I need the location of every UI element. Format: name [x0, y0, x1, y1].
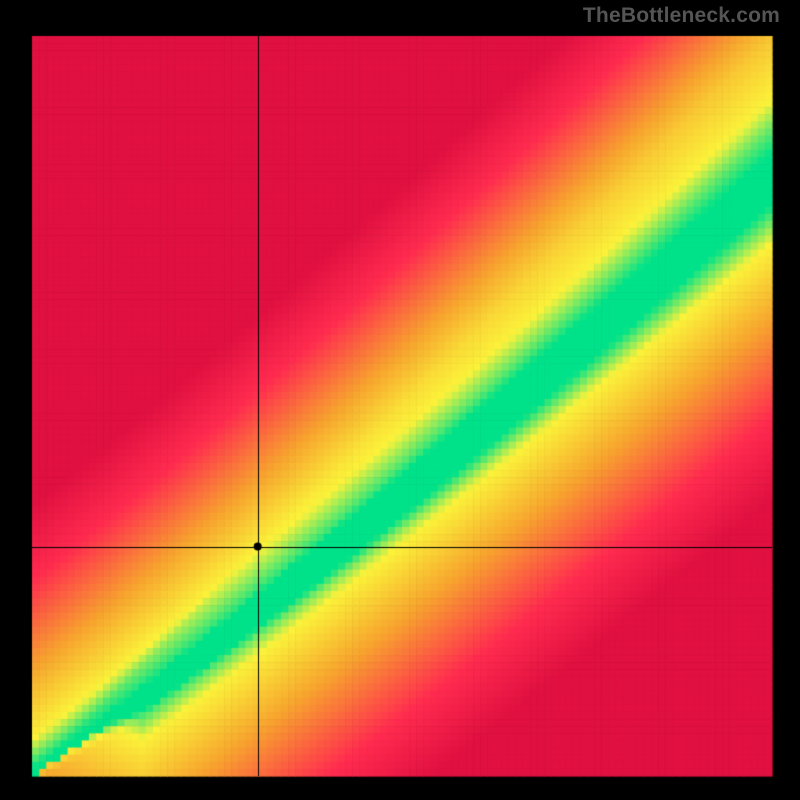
- watermark-text: TheBottleneck.com: [583, 4, 780, 28]
- chart-container: TheBottleneck.com: [0, 0, 800, 800]
- bottleneck-heatmap: [0, 0, 800, 800]
